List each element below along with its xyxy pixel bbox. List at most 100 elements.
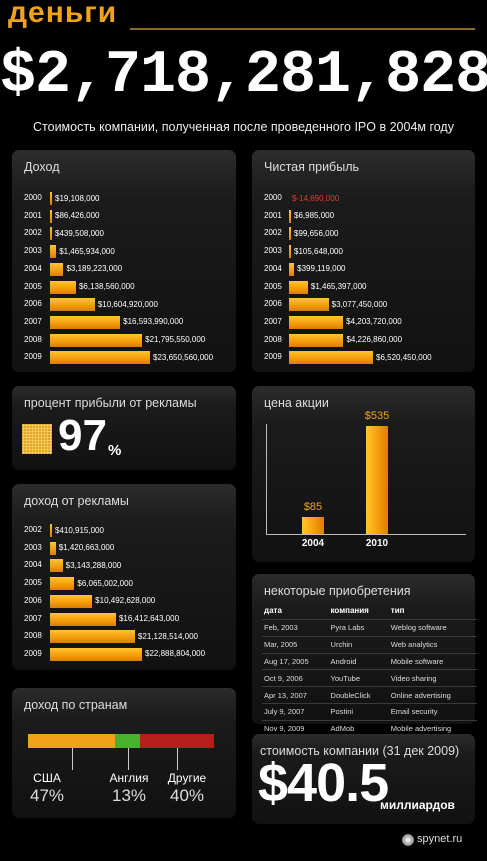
bar	[50, 351, 150, 365]
bar	[50, 333, 143, 347]
year-label: 2007	[24, 316, 42, 326]
country-percent: 47%	[29, 786, 65, 805]
stock-bar	[302, 516, 324, 534]
x-axis-line	[266, 534, 466, 535]
stock-bar	[366, 426, 388, 534]
cell-company: Urchin	[328, 635, 389, 654]
year-label: 2001	[264, 210, 282, 220]
market-cap-unit: миллиардов	[380, 798, 455, 812]
country-tick	[71, 748, 73, 770]
bar-value-label: $-14,690,000	[292, 193, 340, 203]
bar-value-label: $3,077,450,000	[331, 299, 388, 309]
acquisitions-title: некоторые приобретения	[264, 584, 411, 598]
country-tick	[176, 748, 178, 770]
cell-date: July 9, 2007	[262, 702, 329, 721]
bar	[50, 577, 75, 591]
cell-company: Postini	[328, 702, 389, 721]
year-label: 2006	[24, 299, 42, 309]
bar	[50, 630, 135, 644]
country-tick	[127, 748, 129, 770]
table-row: Mar, 2005 Urchin Web analytics	[262, 635, 477, 654]
bar	[50, 315, 121, 329]
ad-share-unit: %	[108, 442, 122, 459]
year-label: 2002	[24, 525, 42, 534]
cell-type: Online advertising	[388, 686, 477, 704]
stock-panel: цена акции $85 2004 $535 2010	[252, 386, 475, 562]
cell-company: YouTube	[328, 669, 389, 687]
bar-value-label: $16,412,643,000	[118, 614, 180, 623]
ad-revenue-chart: 2002 $410,915,000 2003 $1,420,663,000 2004 $3…	[12, 484, 236, 670]
cell-date: Nov 9, 2009	[262, 719, 329, 737]
spynet-logo-icon	[402, 834, 414, 846]
stock-chart: $85 2004 $535 2010	[252, 386, 475, 562]
stock-title: цена акции	[264, 396, 329, 410]
bar	[289, 280, 308, 294]
bar	[289, 227, 291, 241]
year-label: 2008	[24, 631, 42, 641]
year-label: 2006	[264, 299, 282, 309]
country-name: Англия	[109, 771, 149, 785]
table-row: Apr 13, 2007 DoubleClick Online advertisin…	[262, 686, 477, 704]
bar-value-label: $3,189,223,000	[66, 264, 123, 274]
year-label: 2002	[24, 228, 42, 238]
table-row: Feb, 2003 Pyra Labs Weblog software	[262, 619, 477, 637]
bar	[50, 594, 93, 608]
bar	[50, 280, 76, 294]
ipo-valuation: $2,718,281,828	[0, 42, 487, 110]
country-title: доход по странам	[24, 698, 128, 712]
ad-share-grid-icon	[22, 424, 52, 454]
bar	[289, 351, 373, 365]
country-panel: доход по странам США 47% Англия 13% Другие 40…	[12, 688, 236, 818]
bar	[289, 333, 344, 347]
cell-company: AdMob	[328, 719, 389, 737]
ad-share-title: процент прибыли от рекламы	[24, 396, 197, 410]
country-percent: 40%	[169, 786, 205, 805]
bar-value-label: $99,656,000	[294, 228, 339, 238]
country-name: Другие	[167, 771, 207, 785]
bar	[50, 262, 64, 276]
market-cap-title: стоимость компании (31 дек 2009)	[260, 744, 460, 758]
bar	[50, 192, 52, 205]
bar	[50, 612, 116, 626]
cell-type: Weblog software	[388, 619, 477, 637]
cell-date: Oct 9, 2006	[262, 669, 329, 687]
cell-date: Mar, 2005	[262, 635, 329, 654]
bar-value-label: $19,108,000	[55, 193, 100, 203]
bar-value-label: $399,119,000	[297, 264, 346, 274]
column-header-date: дата	[264, 606, 282, 615]
cell-type: Video sharing	[388, 669, 477, 687]
bar	[289, 262, 295, 276]
year-label: 2008	[24, 334, 42, 344]
bar	[50, 647, 142, 661]
cell-company: Android	[328, 652, 389, 670]
bar-value-label: $86,426,000	[55, 211, 100, 221]
stock-value-label: $535	[364, 410, 390, 422]
bar	[289, 245, 291, 259]
bar	[289, 315, 344, 329]
bar-value-label: $21,795,550,000	[145, 335, 206, 345]
country-name: США	[33, 771, 61, 785]
table-header-row: дата компания тип	[262, 602, 477, 620]
cell-date: Aug 17, 2005	[262, 652, 329, 670]
year-label: 2007	[264, 316, 282, 326]
cell-date: Apr 13, 2007	[262, 686, 329, 704]
year-label: 2001	[24, 210, 42, 220]
bar-value-label: $21,128,514,000	[137, 631, 198, 641]
revenue-title: Доход	[24, 160, 60, 174]
header-divider	[130, 28, 475, 30]
year-label: 2005	[24, 281, 42, 291]
bar-value-label: $22,888,804,000	[145, 649, 206, 659]
bar-value-label: $6,985,000	[294, 211, 335, 221]
year-label: 2004	[24, 263, 42, 273]
year-label: 2007	[24, 613, 42, 623]
profit-title: Чистая прибыль	[264, 160, 359, 174]
ad-revenue-title: доход от рекламы	[24, 494, 129, 508]
bar	[289, 209, 291, 223]
country-percent: 13%	[111, 786, 147, 805]
market-cap-panel: стоимость компании (31 дек 2009) $40.5 м…	[252, 734, 475, 824]
bar-value-label: $105,648,000	[294, 246, 343, 256]
cell-type: Web analytics	[388, 635, 477, 654]
bar-value-label: $23,650,560,000	[153, 352, 214, 362]
profit-chart: 2000 $-14,690,000 2001 $6,985,000 2002 $99,65…	[252, 150, 475, 372]
bar	[289, 298, 329, 312]
